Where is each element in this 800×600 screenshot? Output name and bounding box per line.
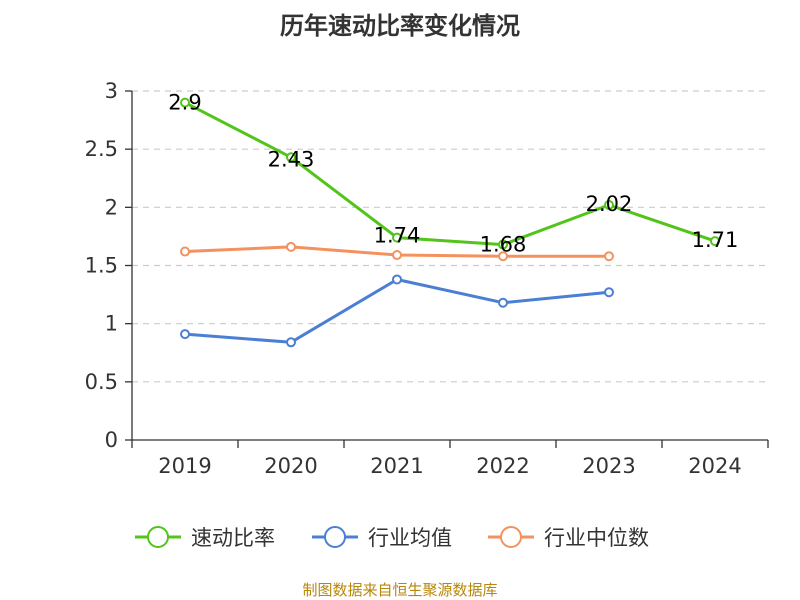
data-point[interactable] — [392, 250, 402, 261]
y-tick-label: 3 — [105, 79, 118, 103]
data-point[interactable] — [392, 232, 402, 243]
data-label: 1.74 — [374, 224, 421, 248]
chart-title: 历年速动比率变化情况 — [280, 12, 520, 40]
data-point[interactable] — [180, 329, 190, 340]
x-tick-label: 2020 — [264, 454, 317, 478]
data-point[interactable] — [604, 251, 614, 262]
data-point[interactable] — [286, 337, 296, 348]
data-labels: 2.9 2.43 1.74 1.68 2.02 1.71 — [168, 91, 738, 257]
data-point[interactable] — [180, 97, 190, 108]
legend-marker — [147, 526, 169, 548]
legend-label: 速动比率 — [191, 526, 275, 550]
series-layer — [180, 97, 720, 348]
x-tick-label: 2019 — [158, 454, 211, 478]
data-label: 1.68 — [480, 233, 527, 257]
x-tick-label: 2024 — [688, 454, 741, 478]
data-label: 2.02 — [586, 192, 633, 216]
y-tick-label: 2 — [105, 195, 118, 219]
data-point[interactable] — [498, 251, 508, 262]
legend-item[interactable]: 速动比率 — [135, 526, 275, 550]
series-line — [184, 278, 610, 344]
data-point[interactable] — [604, 287, 614, 298]
grid-lines — [132, 90, 768, 383]
legend-marker — [324, 526, 346, 548]
data-point[interactable] — [180, 246, 190, 257]
data-point[interactable] — [392, 274, 402, 285]
y-tick-label: 0.5 — [85, 370, 118, 394]
data-point[interactable] — [710, 236, 720, 247]
legend-label: 行业中位数 — [544, 526, 649, 550]
source-note: 制图数据来自恒生聚源数据库 — [302, 581, 497, 599]
data-label: 2.43 — [268, 147, 315, 171]
data-point[interactable] — [286, 241, 296, 252]
x-tick-label: 2021 — [370, 454, 423, 478]
data-point[interactable] — [604, 200, 614, 211]
x-tick-label: 2023 — [582, 454, 635, 478]
x-tick-label: 2022 — [476, 454, 529, 478]
y-tick-label: 0 — [105, 428, 118, 452]
data-point[interactable] — [498, 239, 508, 250]
y-tick-label: 1.5 — [85, 254, 118, 278]
legend[interactable]: 速动比率 行业均值 行业中位数 — [135, 526, 649, 550]
y-tick-label: 1 — [105, 312, 118, 336]
data-point[interactable] — [498, 297, 508, 308]
legend-marker — [500, 526, 522, 548]
data-label: 2.9 — [168, 91, 201, 115]
data-label: 1.71 — [692, 228, 739, 252]
axes: 0 0.5 1 1.5 2 2.5 3 2019 2020 2021 2022 2023 2024 — [85, 79, 769, 478]
legend-item[interactable]: 行业均值 — [312, 526, 452, 550]
series-line — [184, 101, 716, 247]
y-tick-label: 2.5 — [85, 137, 118, 161]
legend-label: 行业均值 — [368, 526, 452, 550]
legend-item[interactable]: 行业中位数 — [488, 526, 649, 550]
data-point[interactable] — [286, 152, 296, 163]
